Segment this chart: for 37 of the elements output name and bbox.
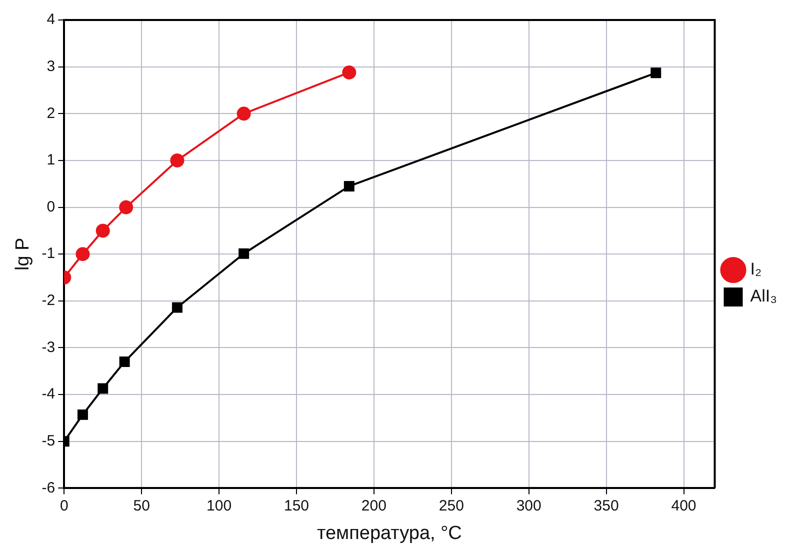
y-tick-label: -2 [42,292,56,310]
point [236,106,251,121]
y-axis-title: lg P [12,238,34,270]
y-tick-label: -4 [42,386,56,403]
point [77,409,88,420]
point [344,180,354,192]
y-tick-label: 0 [46,198,56,216]
x-tick-label: 150 [284,497,310,514]
x-tick-label: 400 [671,497,696,514]
point [172,302,182,313]
x-tick-label: 250 [438,497,464,514]
x-tick-label: 100 [206,497,232,514]
y-tick-label: 1 [46,152,56,169]
point [119,356,130,368]
y-tick-label: 2 [46,104,56,122]
legend-label: I₂ [750,260,762,279]
y-tick-label: -1 [42,245,56,262]
x-tick-label: 0 [60,497,68,514]
point [170,153,184,168]
point [119,200,134,214]
y-tick-label: -3 [42,338,56,356]
y-tick-label: -6 [42,479,56,496]
x-tick-label: 300 [516,497,542,514]
point [650,68,662,78]
point [98,383,108,394]
y-tick-label: 3 [46,58,56,75]
x-tick-label: 200 [361,497,386,514]
point [238,248,250,259]
y-tick-label: 4 [46,11,56,28]
y-tick-label: -5 [42,432,56,450]
point [96,224,110,238]
point [76,247,90,262]
legend-label: AlI₃ [750,286,778,306]
x-tick-label: 350 [594,497,619,514]
point [342,65,356,80]
x-tick-label: 50 [133,497,150,514]
x-axis-title: температура, °C [316,522,462,544]
